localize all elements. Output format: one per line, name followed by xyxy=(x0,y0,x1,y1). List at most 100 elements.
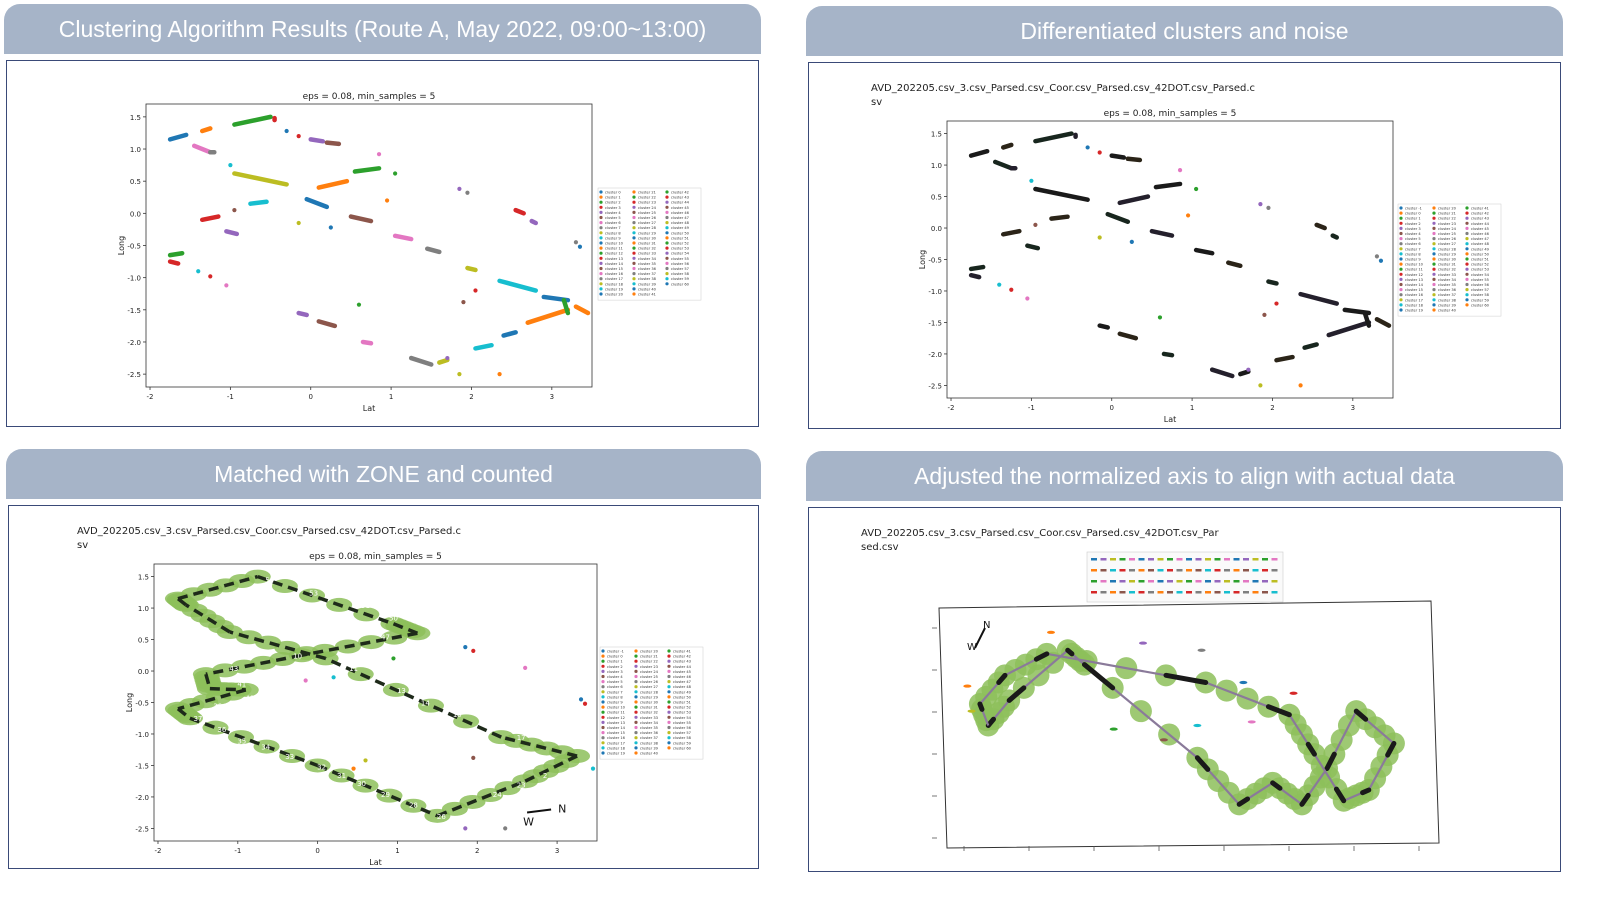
legend-marker xyxy=(665,221,669,225)
legend-marker xyxy=(667,725,671,730)
legend-entry: cluster 36 xyxy=(640,731,659,735)
legend-entry: cluster 26 xyxy=(640,680,659,684)
legend-marker xyxy=(599,200,603,204)
legend-marker xyxy=(634,736,638,740)
x-tick-label: -2 xyxy=(948,404,955,412)
x-tick-label: 1 xyxy=(395,847,399,855)
legend-swatch xyxy=(1243,558,1249,561)
x-tick-label: 3 xyxy=(1351,404,1355,412)
noise-point xyxy=(1258,383,1263,388)
legend-marker xyxy=(599,282,603,286)
legend-swatch xyxy=(1110,591,1116,594)
legend-entry: cluster 11 xyxy=(1405,268,1423,272)
noise-point xyxy=(296,134,301,139)
scatter-chart-zones: AVD_202205.csv_3.csv_Parsed.csv_Coor.csv… xyxy=(77,526,704,867)
x-tick-label: -1 xyxy=(234,847,241,855)
noise-point xyxy=(1185,213,1191,218)
noise-point xyxy=(457,372,462,377)
legend-entry: cluster 57 xyxy=(671,267,689,271)
noise-point xyxy=(363,758,368,763)
legend-marker xyxy=(601,715,605,719)
legend-entry: cluster 22 xyxy=(638,196,656,200)
legend-marker xyxy=(601,685,605,689)
legend-marker xyxy=(667,736,671,740)
legend-swatch xyxy=(1138,569,1145,572)
legend-swatch xyxy=(1205,558,1211,561)
legend-entry: cluster 13 xyxy=(605,257,623,261)
legend-marker xyxy=(601,736,605,740)
legend-marker xyxy=(1399,247,1403,251)
legend-entry: cluster 7 xyxy=(607,690,623,694)
noise-point xyxy=(1239,680,1248,685)
legend-entry: cluster 51 xyxy=(1471,258,1489,262)
legend-swatch xyxy=(1176,558,1183,561)
legend-marker xyxy=(1432,237,1436,241)
legend-marker xyxy=(665,205,669,209)
legend-entry: cluster 45 xyxy=(671,206,689,210)
noise-point xyxy=(503,826,508,831)
chart-subtitle: sed.csv xyxy=(861,542,899,553)
x-tick-label: 2 xyxy=(469,393,473,401)
legend-entry: cluster 3 xyxy=(1405,227,1421,231)
legend-entry: cluster 48 xyxy=(673,685,692,689)
cluster-segment xyxy=(392,233,414,242)
cluster-segment xyxy=(1117,331,1139,341)
legend-entry: cluster 17 xyxy=(607,741,625,745)
legend-marker xyxy=(634,669,638,673)
cluster-track xyxy=(500,735,578,758)
legend-entry: cluster 17 xyxy=(1405,298,1423,302)
legend-marker xyxy=(665,231,669,235)
legend-swatch xyxy=(1271,580,1278,583)
noise-point xyxy=(465,190,470,195)
x-tick-label: -1 xyxy=(227,393,234,401)
cluster-segment xyxy=(573,304,591,316)
legend-marker xyxy=(1399,216,1403,220)
legend-entry: cluster 51 xyxy=(671,236,689,240)
noise-point xyxy=(1374,254,1380,259)
zone-count-label: 30 xyxy=(357,780,366,788)
legend-marker xyxy=(1432,288,1436,292)
legend-swatch xyxy=(1129,558,1135,561)
noise-point xyxy=(208,274,213,279)
legend-marker xyxy=(1465,303,1469,307)
chart-subtitle: AVD_202205.csv_3.csv_Parsed.csv_Coor.csv… xyxy=(861,528,1220,539)
legend-marker xyxy=(667,674,671,679)
legend-entry: cluster 46 xyxy=(673,675,692,679)
legend-marker xyxy=(632,236,636,240)
legend-entry: cluster 13 xyxy=(607,721,625,725)
legend-marker xyxy=(667,685,671,689)
legend-marker xyxy=(634,664,638,668)
legend-entry: cluster 32 xyxy=(1438,268,1456,272)
legend-entry: cluster 16 xyxy=(1405,293,1424,297)
cluster-segment xyxy=(1326,320,1372,338)
legend-entry: cluster 35 xyxy=(640,726,658,730)
legend-entry: cluster 27 xyxy=(1438,242,1456,246)
legend-entry: cluster 25 xyxy=(1438,232,1456,236)
panel-banner: Clustering Algorithm Results (Route A, M… xyxy=(4,4,761,54)
legend-marker xyxy=(599,221,603,225)
legend-marker xyxy=(1465,216,1469,220)
cluster-segment xyxy=(1362,310,1372,328)
noise-point xyxy=(228,163,233,168)
legend-marker xyxy=(599,272,603,276)
legend-marker xyxy=(1432,216,1436,220)
zone-count-label: 11 xyxy=(349,665,358,673)
noise-point xyxy=(590,766,596,771)
legend-swatch xyxy=(1129,569,1135,572)
legend-marker xyxy=(601,746,605,750)
legend-entry: cluster 2 xyxy=(605,201,621,205)
legend-marker xyxy=(634,695,638,699)
legend-entry: cluster 19 xyxy=(607,752,626,756)
legend-marker xyxy=(599,277,603,281)
y-tick-label: 0.5 xyxy=(931,194,942,202)
noise-point xyxy=(967,709,976,713)
legend-swatch xyxy=(1119,558,1126,561)
x-tick-label: 3 xyxy=(555,847,559,855)
noise-point xyxy=(1274,301,1279,306)
legend-entry: cluster 9 xyxy=(607,701,623,705)
legend-marker xyxy=(634,659,638,663)
noise-point xyxy=(232,208,237,213)
legend-swatch xyxy=(1148,558,1154,561)
legend-marker xyxy=(665,246,669,250)
legend-marker xyxy=(599,205,603,209)
